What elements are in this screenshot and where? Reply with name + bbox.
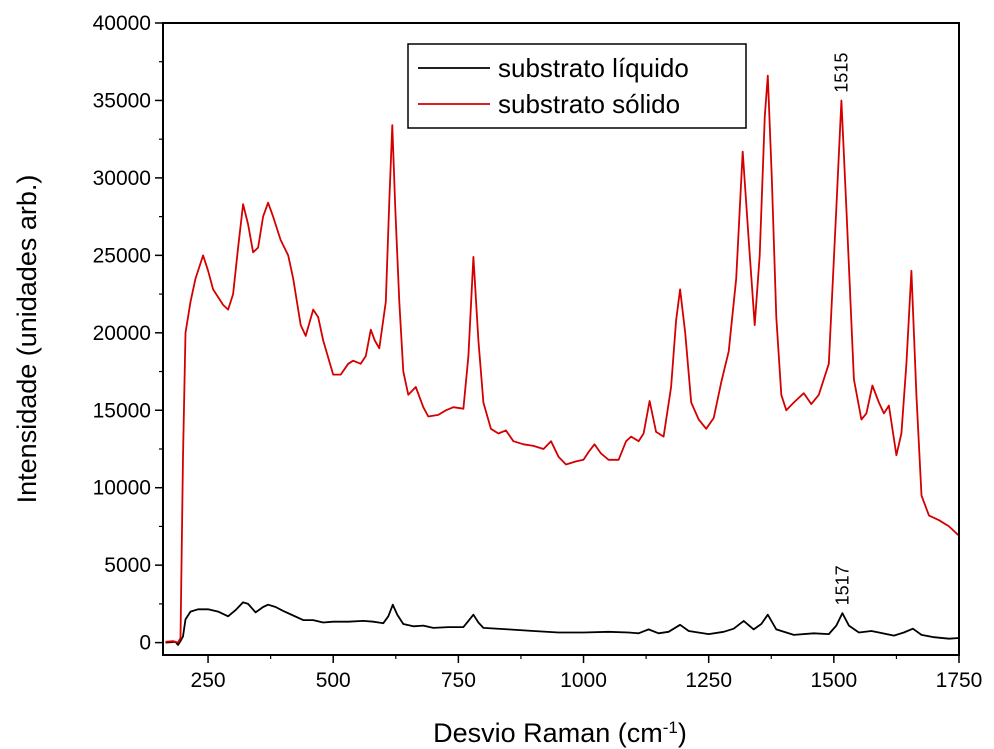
annotations: 1515 1517: [831, 53, 852, 606]
x-axis: 250 500 750 1000 1250 1500 1750: [191, 655, 983, 692]
x-tick-label: 250: [191, 669, 226, 692]
y-axis-title: Intensidade (unidades arb.): [12, 175, 42, 504]
y-tick-label: 35000: [93, 89, 151, 112]
y-tick-label: 0: [139, 632, 151, 655]
y-tick-label: 20000: [93, 322, 151, 345]
peak-annotation: 1515: [831, 53, 851, 93]
series-line-1: [165, 74, 959, 644]
y-tick-label: 10000: [93, 477, 151, 500]
legend-box: [407, 43, 747, 129]
y-tick-label: 40000: [93, 12, 151, 35]
legend-label-liquido: substrato líquido: [498, 53, 689, 83]
series-layer: [165, 74, 959, 646]
x-tick-label: 1750: [936, 669, 983, 692]
y-tick-label: 25000: [93, 244, 151, 267]
y-tick-label: 15000: [93, 399, 151, 422]
legend-label-solido: substrato sólido: [498, 89, 680, 119]
plot-frame: [162, 22, 960, 656]
legend: substrato líquido substrato sólido: [407, 43, 747, 129]
x-tick-label: 500: [316, 669, 351, 692]
series-line-0: [165, 601, 959, 646]
x-tick-label: 750: [441, 669, 476, 692]
y-tick-label: 5000: [104, 554, 151, 577]
x-tick-label: 1250: [685, 669, 732, 692]
x-tick-label: 1500: [810, 669, 857, 692]
x-tick-label: 1000: [560, 669, 607, 692]
y-axis: 0 5000 10000 15000 20000 25000 30000 35000 40000: [93, 12, 163, 655]
y-tick-label: 30000: [93, 167, 151, 190]
x-axis-title: Desvio Raman (cm-1): [433, 718, 687, 749]
peak-annotation: 1517: [832, 565, 852, 605]
